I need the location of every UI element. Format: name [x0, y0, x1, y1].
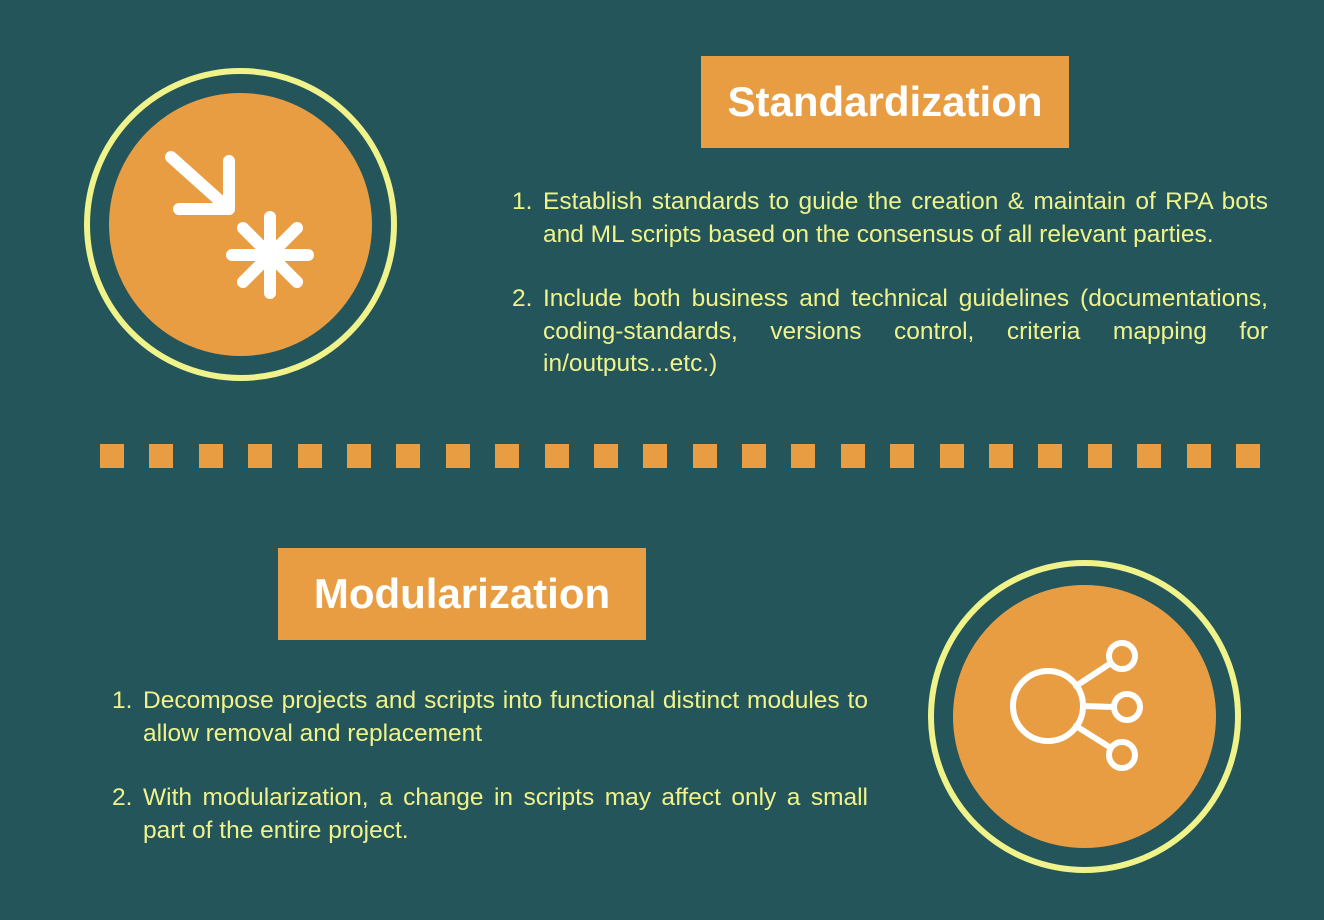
modularization-icon-disc: [953, 585, 1216, 848]
standardization-list: 1. Establish standards to guide the crea…: [512, 186, 1268, 381]
standardization-point-1-text: Establish standards to guide the creatio…: [543, 188, 1268, 248]
standardization-point-2-text: Include both business and technical guid…: [543, 285, 1268, 377]
divider-square: [198, 444, 223, 468]
divider-square: [1186, 444, 1211, 468]
modularization-list: 1. Decompose projects and scripts into f…: [112, 685, 868, 847]
divider-square: [495, 444, 520, 468]
divider-square: [593, 444, 618, 468]
divider-square: [445, 444, 470, 468]
divider-square: [742, 444, 767, 468]
divider-square: [643, 444, 668, 468]
modularization-point-1-number: 1.: [112, 687, 133, 714]
divider-square: [939, 444, 964, 468]
standardization-icon-disc: [109, 93, 372, 356]
divider-square: [248, 444, 273, 468]
standardization-icon-ring: [84, 68, 397, 381]
divider-square: [544, 444, 569, 468]
standardization-point-2: 2. Include both business and technical g…: [512, 283, 1268, 381]
standardization-title: Standardization: [727, 78, 1043, 125]
divider-square: [840, 444, 865, 468]
modularization-point-1: 1. Decompose projects and scripts into f…: [112, 685, 868, 750]
divider-square: [100, 444, 124, 468]
modularization-point-1-text: Decompose projects and scripts into func…: [143, 687, 868, 747]
standardization-point-1: 1. Establish standards to guide the crea…: [512, 186, 1268, 251]
modularization-point-2: 2. With modularization, a change in scri…: [112, 782, 868, 847]
divider-square: [396, 444, 421, 468]
standardization-heading: Standardization: [701, 56, 1069, 148]
divider-square: [1137, 444, 1162, 468]
standardization-point-1-number: 1.: [512, 188, 533, 215]
modularization-icon-ring: [928, 560, 1241, 873]
divider-square: [1038, 444, 1063, 468]
divider-square: [989, 444, 1014, 468]
divider-square: [692, 444, 717, 468]
divider-square: [149, 444, 174, 468]
modularization-point-2-number: 2.: [112, 784, 133, 811]
divider-square: [297, 444, 322, 468]
divider-square: [890, 444, 915, 468]
modularization-title: Modularization: [313, 570, 611, 617]
divider-square: [1087, 444, 1112, 468]
network-nodes-icon: [1010, 640, 1143, 771]
divider-square: [1235, 444, 1260, 468]
divider-square: [791, 444, 816, 468]
divider-square: [346, 444, 371, 468]
modularization-point-2-text: With modularization, a change in scripts…: [143, 784, 868, 844]
section-divider: [100, 444, 1260, 468]
converge-arrow-asterisk-icon: [165, 151, 314, 299]
standardization-point-2-number: 2.: [512, 285, 533, 312]
modularization-heading: Modularization: [278, 548, 646, 640]
